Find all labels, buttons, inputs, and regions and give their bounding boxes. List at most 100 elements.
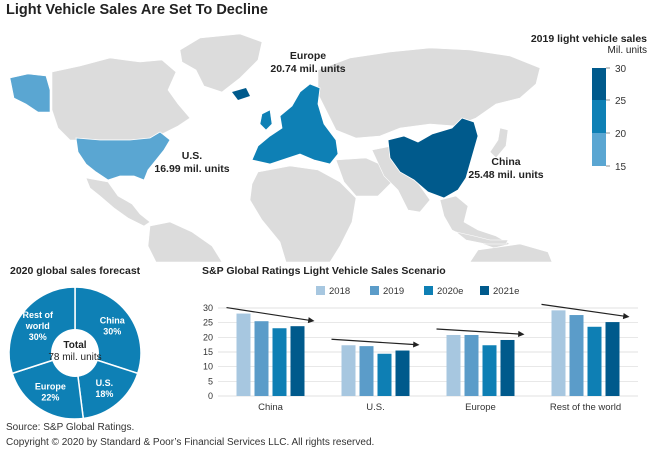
trend-arrow-line <box>436 328 519 335</box>
legend-label-2018: 2018 <box>329 286 350 297</box>
y-tick-label: 25 <box>203 318 213 328</box>
bar-europe-2021e <box>500 339 515 396</box>
legend-label-2019: 2019 <box>383 286 404 297</box>
bar-china-2020e <box>272 328 287 396</box>
legend-swatch-2018 <box>316 286 325 295</box>
map-land <box>51 33 553 262</box>
y-tick-label: 10 <box>203 362 213 372</box>
source-note: Source: S&P Global Ratings. <box>6 422 135 433</box>
bar-u-s--2020e <box>377 353 392 396</box>
bar-rest-of-the-world-2020e <box>587 326 602 396</box>
canada-shape <box>51 57 191 141</box>
y-tick-label: 15 <box>203 347 213 357</box>
africa-shape <box>249 165 357 262</box>
bar-rest-of-the-world-2019 <box>569 315 584 396</box>
middle-east-shape <box>335 157 393 197</box>
donut-label-u-s-: U.S. 18% <box>95 378 113 399</box>
greenland-shape <box>179 33 263 93</box>
legend-band-high <box>592 68 606 100</box>
japan-shape <box>489 127 509 159</box>
pie-title: 2020 global sales forecast <box>10 265 141 277</box>
bar-china-2018 <box>236 313 251 396</box>
legend-swatch-2020e <box>424 286 433 295</box>
trend-arrow-line <box>541 303 624 317</box>
europe-label: Europe 20.74 mil. units <box>248 50 368 76</box>
copyright-note: Copyright © 2020 by Standard & Poor’s Fi… <box>6 437 375 448</box>
y-tick-label: 0 <box>208 391 213 401</box>
trend-arrow-head <box>307 317 315 324</box>
trend-arrow-line <box>226 306 309 321</box>
europe-name: Europe <box>289 50 327 62</box>
donut-chart: Total 78 mil. units China 30% U.S. 18% Europ… <box>8 286 142 420</box>
alaska-shape <box>9 73 51 113</box>
us-label: U.S. 16.99 mil. units <box>132 150 252 176</box>
trend-arrow-head <box>518 330 525 337</box>
bar-u-s--2021e <box>395 350 410 396</box>
x-tick-label: Rest of the world <box>550 402 621 413</box>
bar-rest-of-the-world-2021e <box>605 322 620 396</box>
europe-shape <box>251 83 339 165</box>
page-title: Light Vehicle Sales Are Set To Decline <box>6 2 268 18</box>
uk-shape <box>259 109 273 131</box>
legend-swatch-2019 <box>370 286 379 295</box>
donut-label-europe: Europe 22% <box>35 381 66 402</box>
donut-center-label: Total <box>63 340 86 351</box>
bar-legend: 2018 2019 2020e 2021e <box>316 286 519 297</box>
donut-hole <box>51 329 99 377</box>
world-map <box>9 33 553 262</box>
donut-label-china: China 30% <box>100 315 126 336</box>
map-legend-scale: 30 25 20 15 <box>592 64 627 172</box>
bar-europe-2020e <box>482 345 497 396</box>
donut-center-value: 78 mil. units <box>48 352 101 363</box>
donut-labels: China 30% U.S. 18% Europe 22% Rest of world 30% <box>23 310 126 402</box>
trend-arrow-head <box>413 341 420 348</box>
china-value: 25.48 mil. units <box>468 169 544 181</box>
legend-title: 2019 light vehicle sales <box>530 33 647 45</box>
us-name: U.S. <box>181 150 203 162</box>
y-tick-label: 5 <box>208 376 213 386</box>
legend-tick-20: 20 <box>615 129 627 140</box>
iceland-shape <box>232 88 250 100</box>
bar-chart: 2018 2019 2020e 2021e 0 5 10 15 20 25 30 China U.S… <box>203 286 638 413</box>
legend-label-2020e: 2020e <box>437 286 463 297</box>
bar-rest-of-the-world-2018 <box>551 310 566 396</box>
bar-gridlines <box>218 307 638 397</box>
mexico-shape <box>85 177 151 227</box>
us-value: 16.99 mil. units <box>154 163 230 175</box>
trend-arrow-line <box>331 338 414 346</box>
bar-china-2019 <box>254 321 269 396</box>
legend-swatch-2021e <box>480 286 489 295</box>
bar-x-axis: China U.S. Europe Rest of the world <box>258 402 621 413</box>
x-tick-label: China <box>258 402 284 413</box>
china-label: China 25.48 mil. units <box>446 156 566 182</box>
legend-band-mid <box>592 100 606 133</box>
bar-europe-2019 <box>464 334 479 396</box>
australia-shape <box>469 243 553 262</box>
legend-unit: Mil. units <box>607 45 647 56</box>
bar-u-s--2019 <box>359 346 374 396</box>
bar-chart-title: S&P Global Ratings Light Vehicle Sales S… <box>202 265 446 277</box>
x-tick-label: Europe <box>465 402 496 413</box>
south-america-shape <box>147 221 223 262</box>
bar-u-s--2018 <box>341 345 356 396</box>
y-tick-label: 30 <box>203 303 213 313</box>
europe-value: 20.74 mil. units <box>270 63 346 75</box>
legend-band-low <box>592 133 606 166</box>
indonesia-shape <box>455 231 509 245</box>
x-tick-label: U.S. <box>366 402 384 413</box>
donut-label-rest-of-world: Rest of world 30% <box>23 310 55 342</box>
legend-label-2021e: 2021e <box>493 286 519 297</box>
russia-shape <box>317 47 541 139</box>
us-shape <box>75 131 171 181</box>
bar-europe-2018 <box>446 334 461 396</box>
bar-marks <box>236 310 620 396</box>
bar-china-2021e <box>290 326 305 396</box>
china-name: China <box>491 156 521 168</box>
trend-arrow-head <box>622 313 630 320</box>
china-shape <box>387 117 479 199</box>
legend-tick-25: 25 <box>615 96 627 107</box>
legend-tick-30: 30 <box>615 64 627 75</box>
y-tick-label: 20 <box>203 332 213 342</box>
legend-tick-15: 15 <box>615 162 627 172</box>
trend-arrows <box>226 303 630 348</box>
